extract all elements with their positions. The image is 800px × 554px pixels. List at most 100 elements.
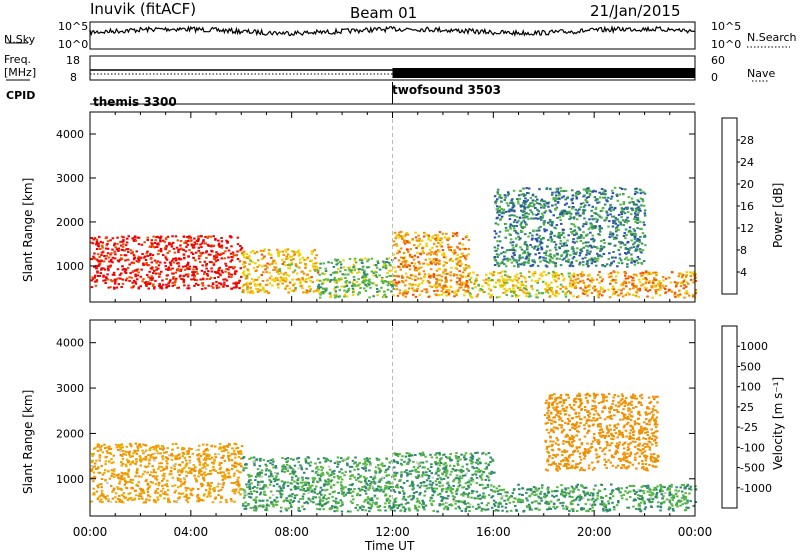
- data-cell-6: [627, 230, 631, 233]
- data-cell-0: [148, 485, 152, 488]
- data-cell-6: [610, 197, 613, 200]
- data-cell-3: [433, 290, 436, 292]
- data-cell-1: [293, 480, 296, 483]
- data-cell-0: [146, 494, 150, 497]
- cpid-segment-2: twofsound 3503: [392, 83, 501, 97]
- data-cell-4: [545, 289, 549, 292]
- data-cell-0: [159, 452, 162, 455]
- data-cell-1: [279, 272, 283, 275]
- data-cell-1: [365, 482, 368, 485]
- data-cell-1: [385, 474, 389, 477]
- data-cell-1: [337, 492, 340, 494]
- data-cell-1: [276, 489, 279, 492]
- data-cell-0: [147, 486, 150, 489]
- data-cell-3: [407, 251, 410, 253]
- data-cell-5: [654, 278, 658, 281]
- data-cell-1: [259, 459, 262, 462]
- data-cell-2: [390, 269, 393, 272]
- data-cell-6: [583, 217, 586, 220]
- data-cell-1: [279, 510, 283, 513]
- data-cell-0: [141, 449, 144, 452]
- data-cell-0: [176, 286, 179, 289]
- data-cell-0: [149, 454, 153, 457]
- data-cell-6: [495, 205, 499, 208]
- data-cell-0: [151, 254, 155, 257]
- data-cell-0: [120, 240, 123, 243]
- data-cell-3: [436, 289, 439, 292]
- data-cell-3: [418, 243, 422, 246]
- data-cell-2: [364, 289, 368, 292]
- data-cell-3: [431, 235, 434, 238]
- data-cell-6: [540, 247, 544, 250]
- data-cell-0: [189, 240, 192, 243]
- data-cell-3: [422, 262, 425, 265]
- data-cell-6: [569, 254, 572, 257]
- data-cell-3: [434, 293, 437, 296]
- data-cell-0: [126, 472, 129, 475]
- data-cell-2: [385, 295, 388, 298]
- data-cell-6: [514, 259, 517, 262]
- data-cell-6: [564, 189, 568, 192]
- data-cell-1: [327, 481, 330, 484]
- data-cell-0: [161, 254, 165, 256]
- nsky-label: N.Sky: [4, 33, 36, 46]
- data-cell-6: [522, 208, 526, 211]
- data-cell-2: [370, 270, 374, 273]
- data-cell-6: [641, 200, 645, 203]
- data-cell-1: [270, 256, 273, 259]
- data-cell-2: [390, 290, 393, 293]
- data-cell-0: [175, 246, 179, 249]
- data-cell-5: [685, 285, 688, 288]
- data-cell-0: [178, 258, 181, 261]
- data-cell-0: [133, 279, 136, 282]
- data-cell-3: [401, 276, 404, 279]
- data-cell-1: [257, 484, 260, 486]
- data-cell-6: [493, 264, 497, 266]
- data-cell-6: [605, 210, 608, 213]
- data-cell-1: [376, 506, 379, 509]
- data-cell-0: [190, 251, 193, 254]
- data-cell-5: [622, 287, 625, 290]
- data-cell-0: [103, 268, 107, 271]
- velocity-heatmap: [90, 392, 698, 513]
- data-cell-6: [643, 192, 647, 195]
- data-cell-0: [164, 246, 167, 249]
- data-cell-1: [385, 499, 389, 502]
- data-cell-0: [154, 489, 158, 492]
- freq-unit: [MHz]: [4, 66, 37, 79]
- data-cell-6: [630, 233, 633, 235]
- data-cell-3: [455, 245, 459, 248]
- data-cell-6: [642, 204, 646, 207]
- data-cell-0: [220, 283, 223, 286]
- data-cell-3: [415, 247, 418, 249]
- data-cell-5: [658, 280, 661, 283]
- data-cell-6: [497, 235, 501, 238]
- data-cell-0: [184, 459, 188, 462]
- data-cell-6: [639, 192, 643, 195]
- data-cell-6: [524, 216, 527, 219]
- data-cell-2: [354, 261, 358, 264]
- data-cell-3: [427, 252, 431, 255]
- data-cell-0: [230, 245, 233, 248]
- data-cell-5: [572, 281, 575, 284]
- data-cell-3: [437, 285, 440, 288]
- data-cell-0: [239, 457, 243, 460]
- data-cell-0: [202, 443, 205, 446]
- data-cell-0: [220, 495, 223, 498]
- data-cell-0: [202, 239, 205, 242]
- data-cell-0: [220, 246, 224, 249]
- data-cell-0: [211, 250, 214, 253]
- data-cell-5: [581, 274, 584, 277]
- data-cell-5: [632, 287, 635, 290]
- data-cell-1: [367, 506, 371, 509]
- data-cell-6: [591, 205, 594, 208]
- data-cell-0: [132, 258, 136, 261]
- data-cell-4: [559, 287, 562, 290]
- data-cell-2: [362, 277, 366, 280]
- data-cell-0: [221, 486, 224, 489]
- data-cell-6: [594, 199, 597, 202]
- data-cell-0: [186, 264, 189, 267]
- data-cell-0: [139, 285, 142, 288]
- data-cell-0: [160, 285, 163, 288]
- data-cell-1: [245, 483, 248, 486]
